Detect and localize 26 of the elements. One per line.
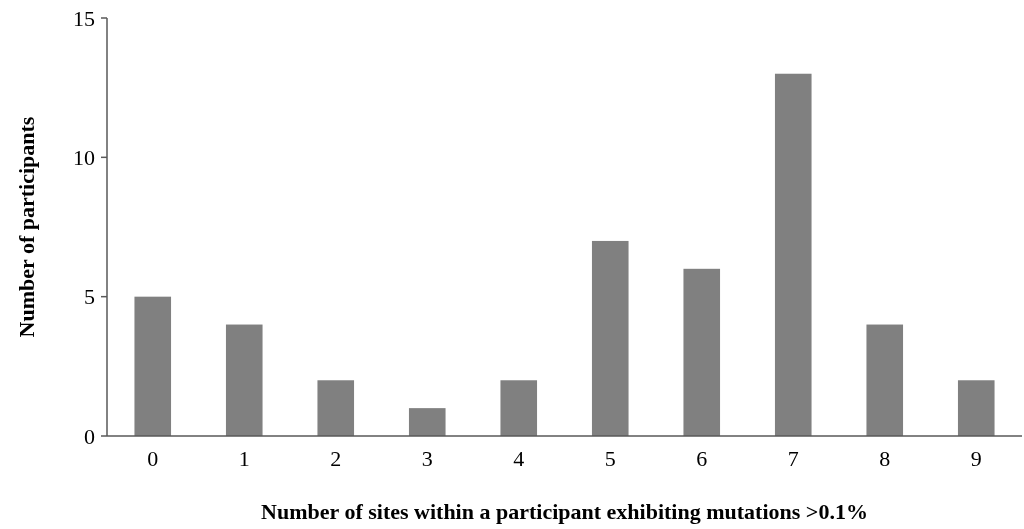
y-axis-title: Number of participants [14,116,39,338]
y-tick-label: 0 [84,423,95,449]
x-tick-label: 0 [147,446,159,471]
y-tick-label: 15 [73,5,95,31]
x-tick-label: 4 [513,446,525,471]
bar [317,380,355,436]
bar [866,324,904,436]
bar [225,324,263,436]
x-tick-label: 9 [970,446,982,471]
bar [683,268,721,436]
bar [774,73,812,436]
bar [134,296,172,436]
y-tick-label: 5 [84,284,95,310]
x-axis-title: Number of sites within a participant exhibiting mutations >0.1% [261,499,868,524]
bar [408,408,446,436]
x-tick-label: 2 [330,446,342,471]
x-tick-label: 8 [879,446,891,471]
x-tick-label: 1 [238,446,250,471]
x-tick-label: 3 [421,446,433,471]
bar [957,380,995,436]
x-tick-label: 5 [604,446,616,471]
bar [591,240,629,436]
x-tick-label: 6 [696,446,708,471]
y-tick-label: 10 [73,145,95,171]
bar [500,380,538,436]
x-tick-label: 7 [787,446,799,471]
